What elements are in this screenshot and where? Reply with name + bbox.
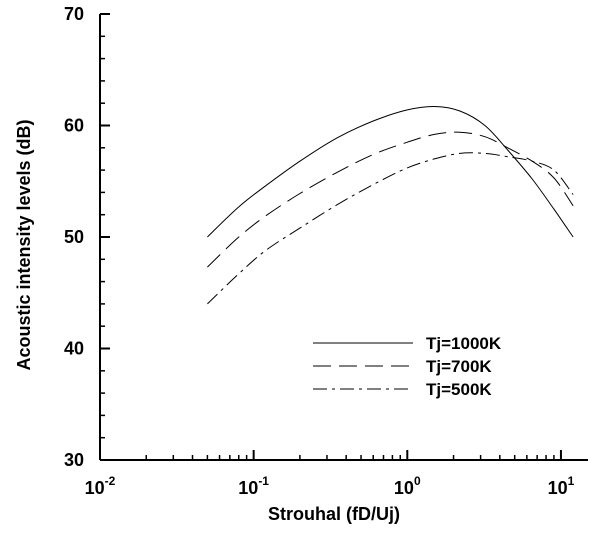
x-tick-base: 10 xyxy=(394,478,414,498)
legend-label: Tj=500K xyxy=(426,380,492,399)
y-axis-ticks: 30 40 50 60 70 xyxy=(64,4,110,470)
x-tick-label: 101 xyxy=(548,474,575,498)
legend-label: Tj=700K xyxy=(426,357,492,376)
x-tick-base: 10 xyxy=(85,478,105,498)
x-axis-ticks: 10-2 10-1 100 101 xyxy=(85,450,575,498)
legend-label: Tj=1000K xyxy=(426,334,502,353)
y-tick-label: 60 xyxy=(64,116,84,136)
series-layer xyxy=(207,105,574,305)
y-tick-label: 30 xyxy=(64,450,84,470)
x-tick-exponent: 0 xyxy=(414,474,421,488)
x-tick-exponent: -2 xyxy=(105,474,116,488)
x-tick-label: 10-1 xyxy=(238,474,269,498)
x-tick-label: 100 xyxy=(394,474,421,498)
y-tick-label: 40 xyxy=(64,339,84,359)
axes xyxy=(99,14,588,461)
y-tick-label: 70 xyxy=(64,4,84,24)
x-tick-base: 10 xyxy=(548,478,568,498)
series-line-tj-700k xyxy=(207,131,574,268)
legend: Tj=1000K Tj=700K Tj=500K xyxy=(313,334,502,399)
x-tick-exponent: -1 xyxy=(258,474,269,488)
x-tick-label: 10-2 xyxy=(85,474,116,498)
x-tick-base: 10 xyxy=(238,478,258,498)
series-line-tj-1000k xyxy=(207,105,574,238)
y-tick-label: 50 xyxy=(64,227,84,247)
x-tick-exponent: 1 xyxy=(568,474,575,488)
y-axis-title: Acoustic intensity levels (dB) xyxy=(14,119,34,370)
series-line-tj-500k xyxy=(207,152,574,305)
x-axis-title: Strouhal (fD/Uj) xyxy=(268,504,400,524)
